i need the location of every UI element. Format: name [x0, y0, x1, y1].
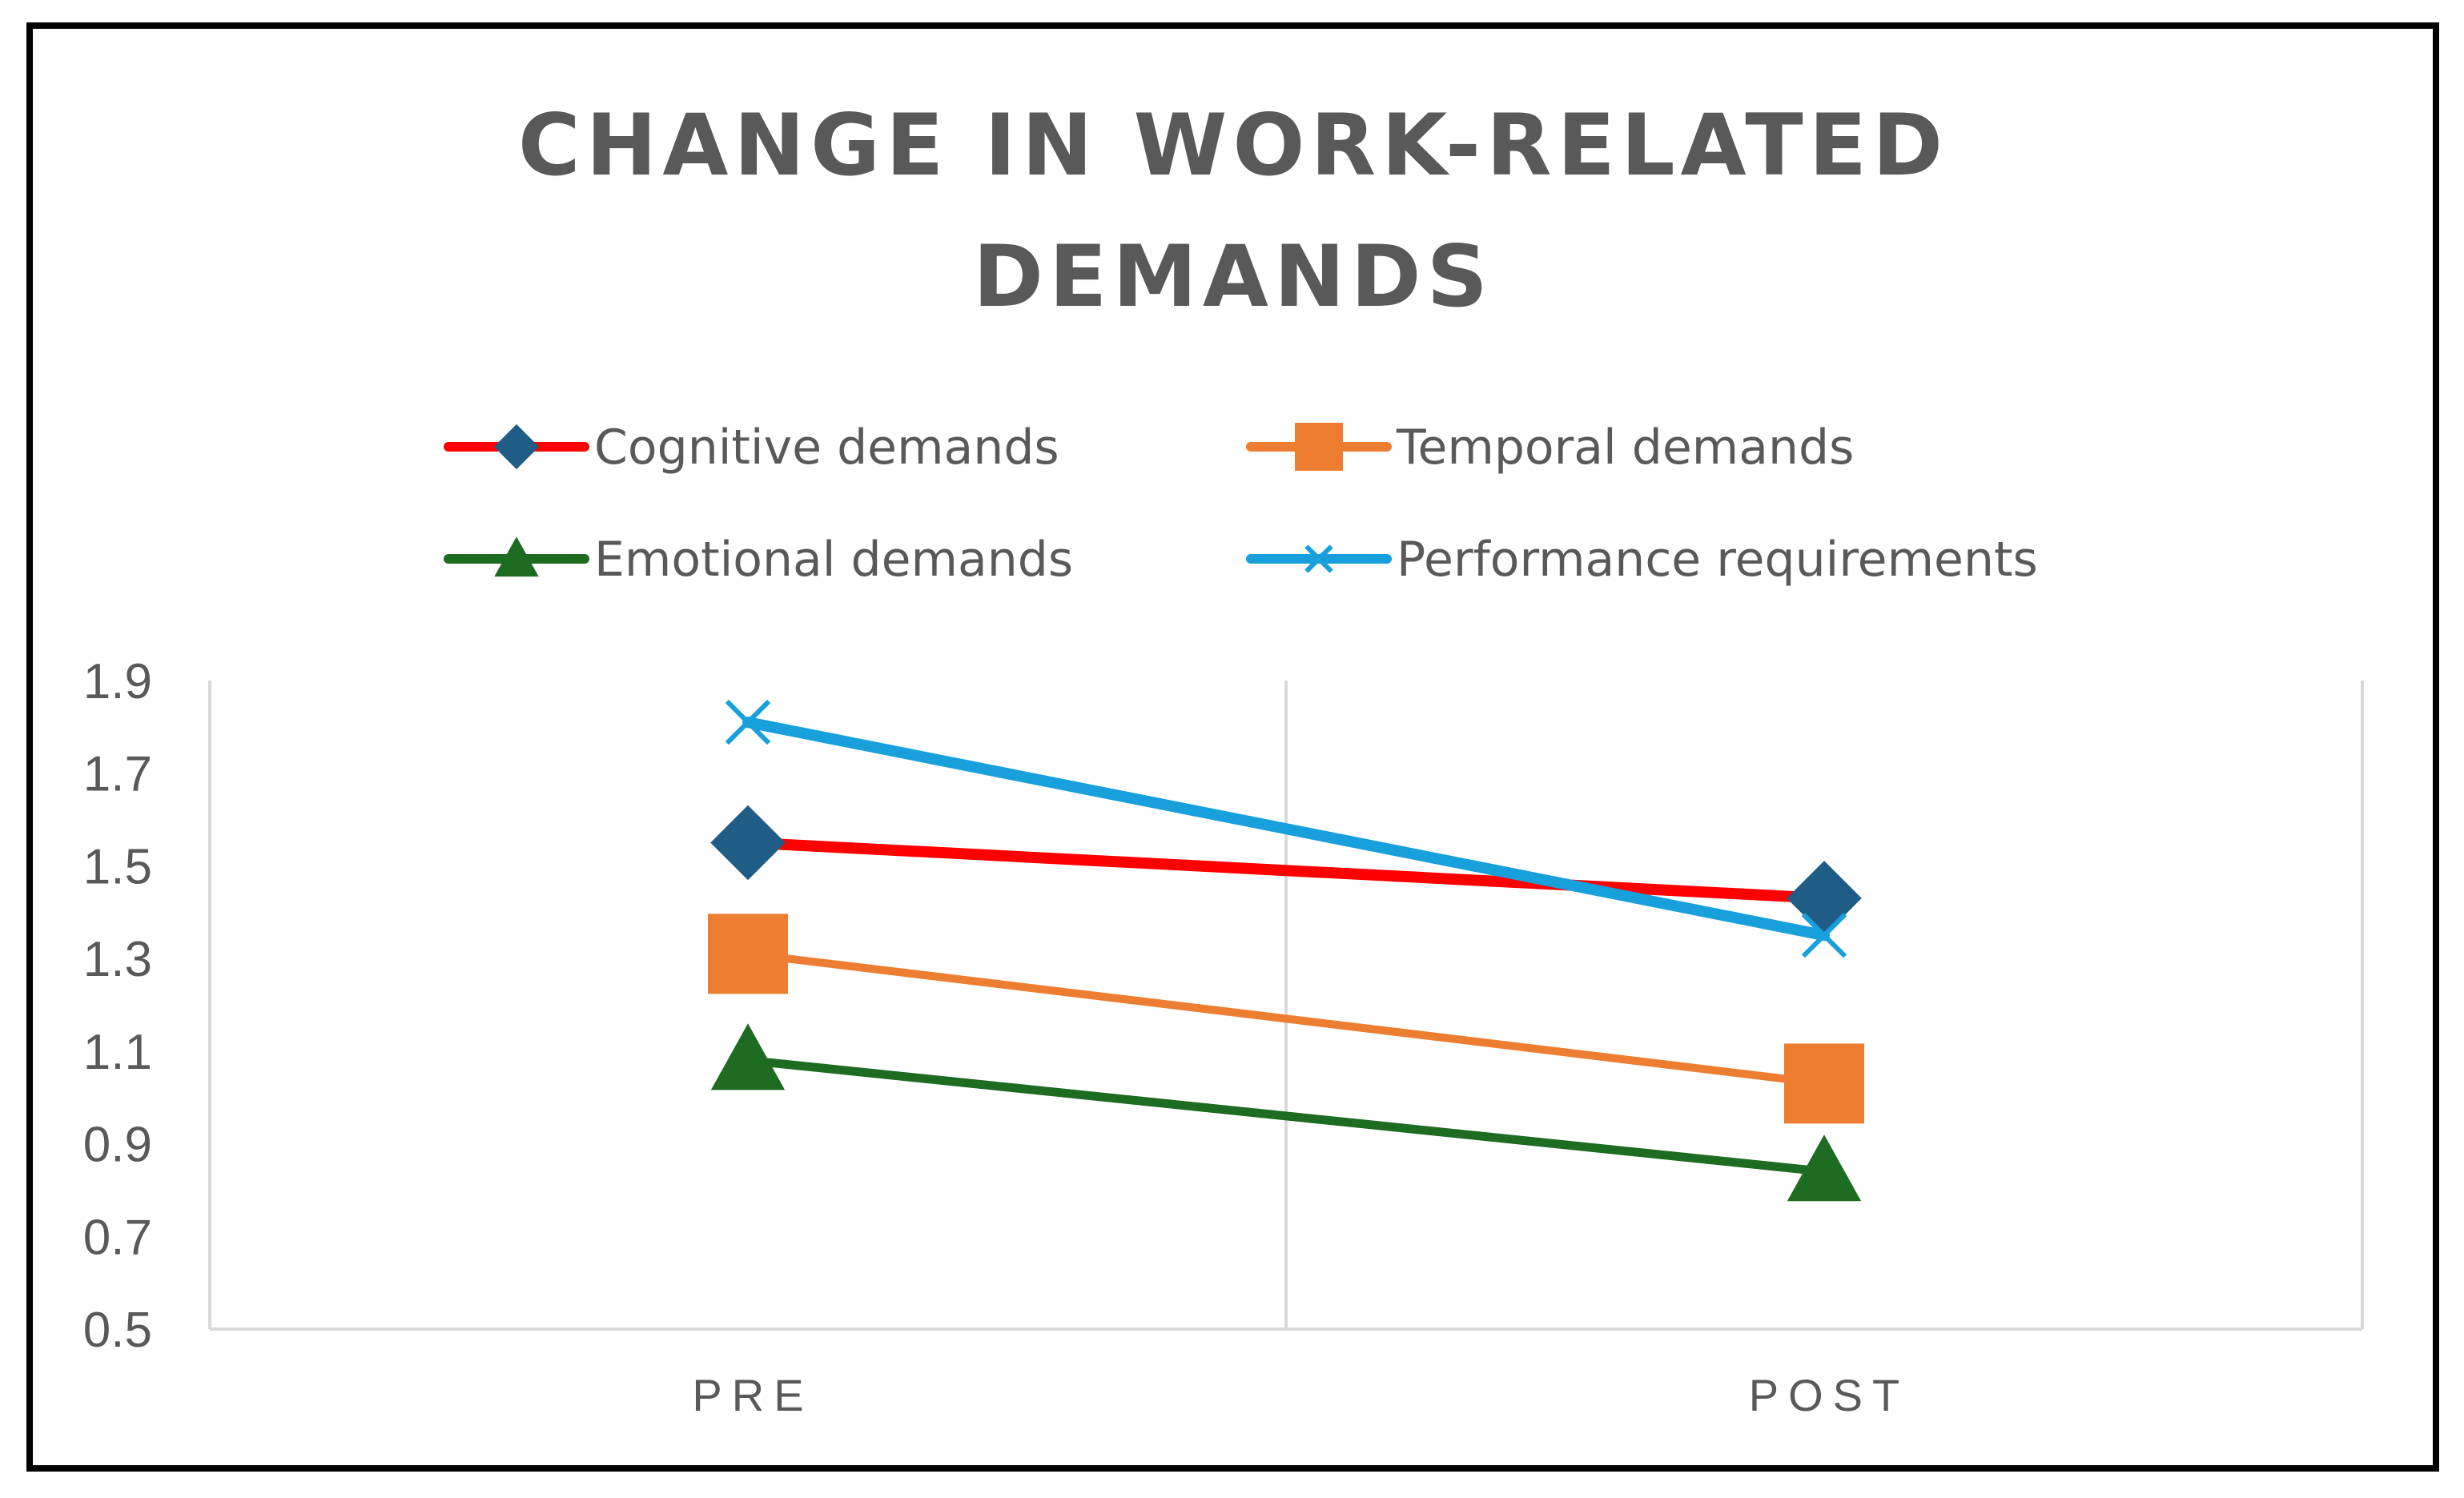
- data-point-performance-requirements-pre-stroke-b: [725, 699, 771, 745]
- legend-label-temporal-demands: Temporal demands: [1396, 420, 1854, 476]
- x-axis-tick-labels: PRE POST: [692, 1370, 1909, 1420]
- data-point-temporal-demands-post: [1784, 1043, 1864, 1124]
- legend-item-performance-requirements: Performance requirements: [1246, 532, 2038, 588]
- chart-title-line-2: DEMANDS: [973, 227, 1493, 326]
- legend-item-emotional-demands: Emotional demands: [444, 532, 1073, 588]
- x-tick-label-pre: PRE: [692, 1370, 813, 1420]
- legend-marker-cognitive-demands: [493, 424, 540, 470]
- data-point-performance-requirements-post: [1801, 912, 1847, 958]
- y-tick-label: 1.1: [83, 1025, 152, 1080]
- legend-marker-performance-requirements: [1304, 544, 1333, 573]
- legend-label-performance-requirements: Performance requirements: [1397, 532, 2038, 588]
- series-line-cognitive-demands: [742, 837, 1830, 904]
- legend-label-cognitive-demands: Cognitive demands: [594, 420, 1059, 476]
- legend-marker-emotional-demands: [494, 536, 539, 577]
- y-tick-label: 0.7: [83, 1210, 152, 1265]
- y-tick-label: 1.7: [83, 747, 152, 802]
- y-tick-label: 1.3: [83, 932, 152, 987]
- data-point-emotional-demands-post: [1787, 1135, 1862, 1202]
- x-tick-label-post: POST: [1749, 1370, 1909, 1420]
- data-point-performance-requirements-post-stroke-b: [1801, 912, 1847, 958]
- y-axis-tick-labels: 0.5 0.7 0.9 1.1 1.3 1.5 1.7 1.9: [83, 654, 152, 1358]
- series-markers: [708, 699, 1864, 1202]
- series-line-performance-requirements: [742, 717, 1830, 942]
- chart-frame: [26, 22, 2439, 1472]
- legend-marker-performance-requirements-stroke-b: [1304, 544, 1333, 573]
- legend-label-emotional-demands: Emotional demands: [594, 532, 1073, 588]
- y-tick-label: 1.9: [83, 654, 152, 709]
- legend-item-temporal-demands: Temporal demands: [1246, 420, 1854, 476]
- series-line-temporal-demands: [744, 950, 1828, 1088]
- legend: Cognitive demands Temporal demands Emotion…: [444, 420, 2038, 588]
- data-point-temporal-demands-pre: [708, 914, 788, 994]
- series-lines: [742, 717, 1830, 1176]
- y-tick-label: 0.9: [83, 1118, 152, 1173]
- y-tick-label: 1.5: [83, 839, 152, 894]
- data-point-cognitive-demands-pre: [710, 805, 786, 881]
- chart-title-line-1: CHANGE IN WORK-RELATED: [518, 96, 1948, 195]
- series-line-emotional-demands: [743, 1055, 1829, 1176]
- y-tick-label: 0.5: [83, 1303, 152, 1358]
- legend-marker-temporal-demands: [1295, 423, 1343, 471]
- legend-item-cognitive-demands: Cognitive demands: [444, 420, 1059, 476]
- data-point-emotional-demands-pre: [710, 1023, 786, 1090]
- gridlines: [208, 681, 2364, 1331]
- data-point-performance-requirements-pre: [725, 699, 771, 745]
